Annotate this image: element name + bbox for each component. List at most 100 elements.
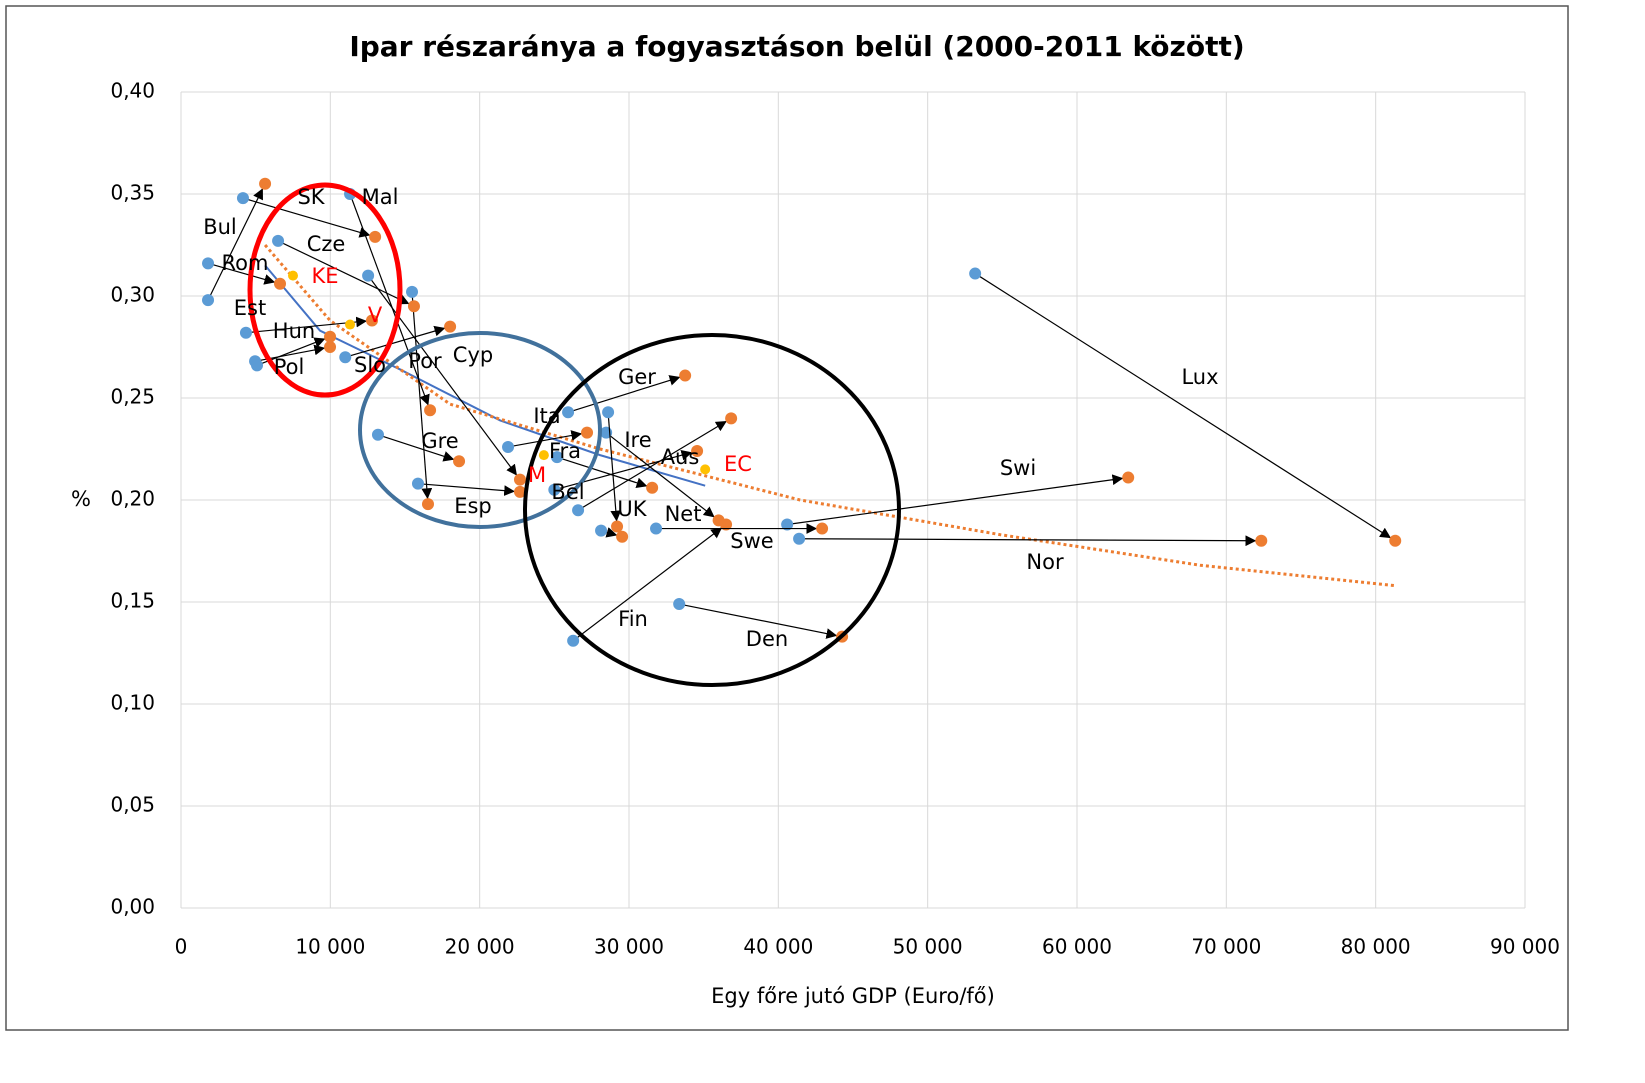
end-point [259,177,272,190]
country-label: Fra [549,439,581,463]
aggregate-label: V [368,303,383,327]
start-point [551,451,564,464]
end-point [712,514,725,527]
country-label: Hun [273,319,315,343]
end-point [646,481,659,494]
start-point [572,504,585,517]
chart-frame [5,5,1569,1031]
end-point [1255,534,1268,547]
country-label: Mal [362,185,399,209]
arrow [556,456,648,489]
end-point [513,473,526,486]
country-label: Cyp [453,343,493,367]
start-point [673,598,686,611]
trendline [263,244,1396,588]
start-point [567,634,580,647]
country-label: Nor [1026,550,1064,574]
end-point [274,277,287,290]
start-point [650,522,663,535]
start-point [793,532,806,545]
aggregate-label: EC [724,452,752,476]
trendline [264,264,706,487]
start-point [239,326,252,339]
country-label: Fin [618,607,648,631]
aggregate-point [700,464,711,475]
highlight-ellipse [247,182,403,398]
start-point [502,440,515,453]
y-axis-label: % [71,487,91,511]
highlight-ellipse [358,331,602,529]
end-point [1389,534,1402,547]
country-label: Bel [551,480,584,504]
start-point [272,234,285,247]
end-point [369,230,382,243]
country-label: UK [617,497,647,521]
start-point [202,294,215,307]
country-label: Rom [222,251,269,275]
arrow [679,603,838,639]
country-label: Ger [618,365,656,389]
country-label: Slo [354,353,386,377]
country-label: Bul [203,215,237,239]
arrow [974,273,1392,539]
arrow [799,535,1257,547]
country-label: Ire [624,428,651,452]
y-tick-label: 0,15 [110,589,155,613]
x-tick-label: 80 000 [1341,935,1411,959]
y-tick-label: 0,40 [110,79,155,103]
arrow [787,474,1124,526]
start-point [406,285,419,298]
arrow [417,483,516,496]
country-label: Cze [307,232,346,256]
y-tick-label: 0,25 [110,385,155,409]
start-point [602,406,615,419]
end-point [324,330,337,343]
start-point [969,267,982,280]
country-label: Lux [1181,365,1218,389]
arrow [605,432,716,518]
start-point [411,477,424,490]
end-point [679,369,692,382]
x-tick-label: 30 000 [594,935,664,959]
start-point [236,192,249,205]
aggregate-label: M [528,463,546,487]
start-point [362,269,375,282]
arrow [242,197,371,238]
start-point [371,428,384,441]
end-point [1122,471,1135,484]
trendlines [263,244,1396,588]
country-label: Por [408,349,442,373]
y-tick-label: 0,10 [110,691,155,715]
start-point [251,359,264,372]
country-label: Pol [274,355,305,379]
end-point [513,485,526,498]
grid [180,91,1526,909]
end-point [816,522,829,535]
arrow [367,275,518,476]
x-tick-label: 70 000 [1191,935,1261,959]
arrow [277,240,410,305]
end-point [691,445,704,458]
x-tick-label: 10 000 [295,935,365,959]
arrow [207,262,276,285]
country-label: Est [234,296,266,320]
country-label: Den [746,627,788,651]
country-label: Gre [421,429,458,453]
country-label: Ita [533,404,560,428]
start-point [548,483,561,496]
end-point [611,520,624,533]
marks [202,177,1402,647]
end-point [444,320,457,333]
start-point [562,406,575,419]
country-label: Esp [454,494,492,518]
x-tick-label: 60 000 [1042,935,1112,959]
end-point [424,404,437,417]
country-label: Net [665,502,702,526]
arrow [607,412,622,522]
x-tick-label: 0 [175,935,188,959]
end-point [365,314,378,327]
start-point [339,351,352,364]
arrow [345,325,446,358]
aggregate-point [345,319,356,330]
